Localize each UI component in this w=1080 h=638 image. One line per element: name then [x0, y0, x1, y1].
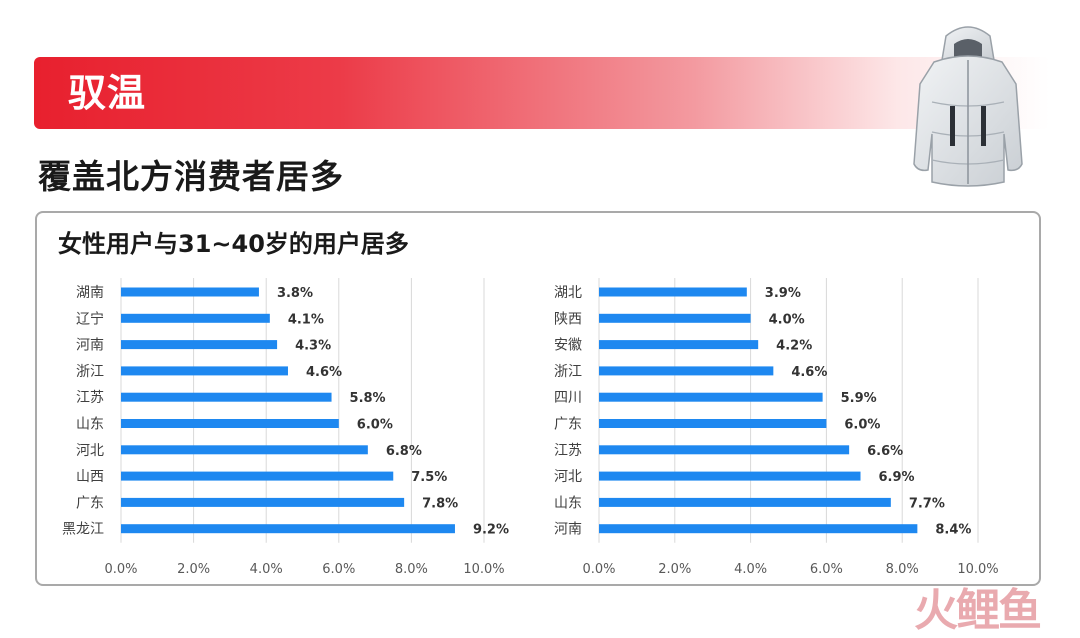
x-tick-label-2-3: 6.0%	[810, 562, 843, 577]
value-label-1-4: 5.8%	[350, 391, 386, 406]
x-tick-label-2-5: 10.0%	[957, 562, 998, 577]
value-label-1-5: 6.0%	[357, 418, 393, 433]
bar-2-2	[599, 340, 759, 350]
bar-2-4	[599, 392, 823, 402]
bar-2-3	[599, 366, 774, 376]
watermark-logo: 火鲤鱼	[914, 574, 1042, 638]
x-tick-label-1-4: 8.0%	[395, 562, 428, 577]
category-label-1-0: 湖南	[76, 285, 104, 301]
category-label-1-6: 河北	[76, 443, 104, 459]
x-tick-label-2-4: 8.0%	[886, 562, 919, 577]
bar-charts: 0.0% 2.0% 4.0% 6.0% 8.0% 10.0% 湖南 3.8% 辽宁 4.1% 河南 4…	[62, 278, 999, 577]
value-label-1-0: 3.8%	[277, 286, 313, 301]
title-banner	[34, 57, 1050, 129]
value-label-2-4: 5.9%	[841, 391, 877, 406]
x-tick-label-2-1: 2.0%	[658, 562, 691, 577]
category-label-2-7: 河北	[554, 469, 582, 485]
value-label-1-7: 7.5%	[411, 470, 447, 485]
x-tick-label-2-0: 0.0%	[582, 562, 615, 577]
category-label-1-4: 江苏	[76, 390, 104, 406]
bar-2-0	[599, 287, 747, 297]
value-label-1-1: 4.1%	[288, 312, 324, 327]
bar-1-5	[121, 419, 339, 428]
category-label-1-9: 黑龙江	[62, 522, 104, 538]
category-label-1-7: 山西	[76, 469, 104, 485]
value-label-1-2: 4.3%	[295, 339, 331, 354]
category-label-2-9: 河南	[554, 522, 582, 538]
category-label-1-8: 广东	[76, 495, 104, 511]
value-label-2-5: 6.0%	[844, 418, 880, 433]
value-label-2-1: 4.0%	[769, 312, 805, 327]
value-label-1-3: 4.6%	[306, 365, 342, 380]
category-label-1-5: 山东	[76, 417, 104, 433]
value-label-2-7: 6.9%	[879, 470, 915, 485]
x-tick-label-2-2: 4.0%	[734, 562, 767, 577]
x-tick-label-1-2: 4.0%	[250, 562, 283, 577]
category-label-1-3: 浙江	[76, 364, 104, 380]
category-label-2-6: 江苏	[554, 443, 582, 459]
category-label-2-0: 湖北	[554, 285, 582, 301]
value-label-2-3: 4.6%	[791, 365, 827, 380]
category-label-2-5: 广东	[554, 417, 582, 433]
watermark-text: 火鲤鱼	[914, 585, 1042, 636]
bar-2-1	[599, 313, 751, 323]
value-label-2-8: 7.7%	[909, 496, 945, 511]
bar-1-3	[121, 366, 288, 376]
value-label-1-6: 6.8%	[386, 444, 422, 459]
x-tick-label-1-5: 10.0%	[463, 562, 504, 577]
category-label-2-2: 安徽	[554, 338, 582, 354]
banner-title: 驭温	[68, 71, 147, 115]
bar-2-7	[599, 471, 861, 481]
bar-1-8	[121, 497, 405, 507]
category-label-2-3: 浙江	[554, 364, 582, 380]
bar-2-6	[599, 445, 850, 455]
category-label-2-4: 四川	[554, 390, 582, 406]
category-label-2-1: 陕西	[554, 311, 582, 327]
x-tick-label-1-1: 2.0%	[177, 562, 210, 577]
down-jacket-image	[913, 26, 1023, 187]
page-subtitle: 覆盖北方消费者居多	[38, 157, 344, 196]
value-label-2-9: 8.4%	[935, 523, 971, 538]
bar-2-8	[599, 497, 891, 507]
x-tick-label-1-0: 0.0%	[104, 562, 137, 577]
value-label-1-8: 7.8%	[422, 496, 458, 511]
panel-title: 女性用户与31~40岁的用户居多	[58, 230, 409, 258]
bar-1-2	[121, 340, 278, 350]
category-label-1-2: 河南	[76, 338, 104, 354]
value-label-2-0: 3.9%	[765, 286, 801, 301]
value-label-2-2: 4.2%	[776, 339, 812, 354]
bar-2-5	[599, 419, 827, 428]
value-label-1-9: 9.2%	[473, 523, 509, 538]
value-label-2-6: 6.6%	[867, 444, 903, 459]
x-tick-label-1-3: 6.0%	[322, 562, 355, 577]
bar-1-6	[121, 445, 368, 455]
category-label-2-8: 山东	[554, 495, 582, 511]
bar-1-0	[121, 287, 259, 297]
bar-1-1	[121, 313, 270, 323]
bar-1-7	[121, 471, 394, 481]
category-label-1-1: 辽宁	[76, 310, 104, 327]
bar-1-4	[121, 392, 332, 402]
bar-1-9	[121, 524, 455, 534]
bar-2-9	[599, 524, 918, 534]
